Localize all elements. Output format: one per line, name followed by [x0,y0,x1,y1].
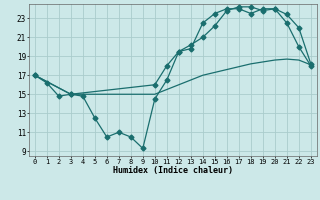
X-axis label: Humidex (Indice chaleur): Humidex (Indice chaleur) [113,166,233,175]
